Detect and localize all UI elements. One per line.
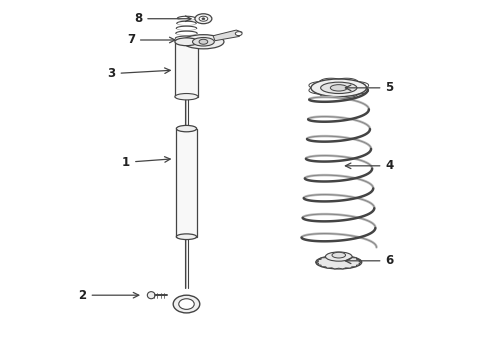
Ellipse shape	[315, 256, 361, 269]
Ellipse shape	[199, 39, 207, 44]
Ellipse shape	[310, 79, 366, 97]
Text: 7: 7	[126, 33, 175, 46]
Ellipse shape	[192, 37, 214, 46]
Ellipse shape	[176, 125, 196, 132]
Ellipse shape	[176, 234, 196, 239]
Polygon shape	[213, 30, 242, 41]
Ellipse shape	[235, 32, 242, 36]
Ellipse shape	[195, 14, 211, 24]
Bar	[176, 129, 196, 237]
Ellipse shape	[179, 299, 194, 309]
Text: 1: 1	[122, 156, 170, 169]
Ellipse shape	[320, 82, 356, 94]
Text: 8: 8	[134, 12, 191, 25]
Ellipse shape	[175, 38, 198, 46]
Text: 5: 5	[345, 81, 393, 94]
Ellipse shape	[175, 94, 198, 100]
Ellipse shape	[147, 292, 155, 299]
Polygon shape	[315, 256, 361, 269]
Ellipse shape	[329, 85, 346, 91]
Text: 2: 2	[78, 289, 139, 302]
Ellipse shape	[173, 295, 200, 313]
Ellipse shape	[202, 18, 204, 19]
Ellipse shape	[325, 252, 351, 261]
Text: 4: 4	[345, 159, 393, 172]
Text: 3: 3	[107, 67, 170, 80]
Ellipse shape	[199, 16, 207, 21]
Bar	[175, 42, 198, 97]
Text: 6: 6	[345, 254, 393, 267]
Ellipse shape	[331, 252, 345, 258]
Ellipse shape	[183, 35, 224, 49]
